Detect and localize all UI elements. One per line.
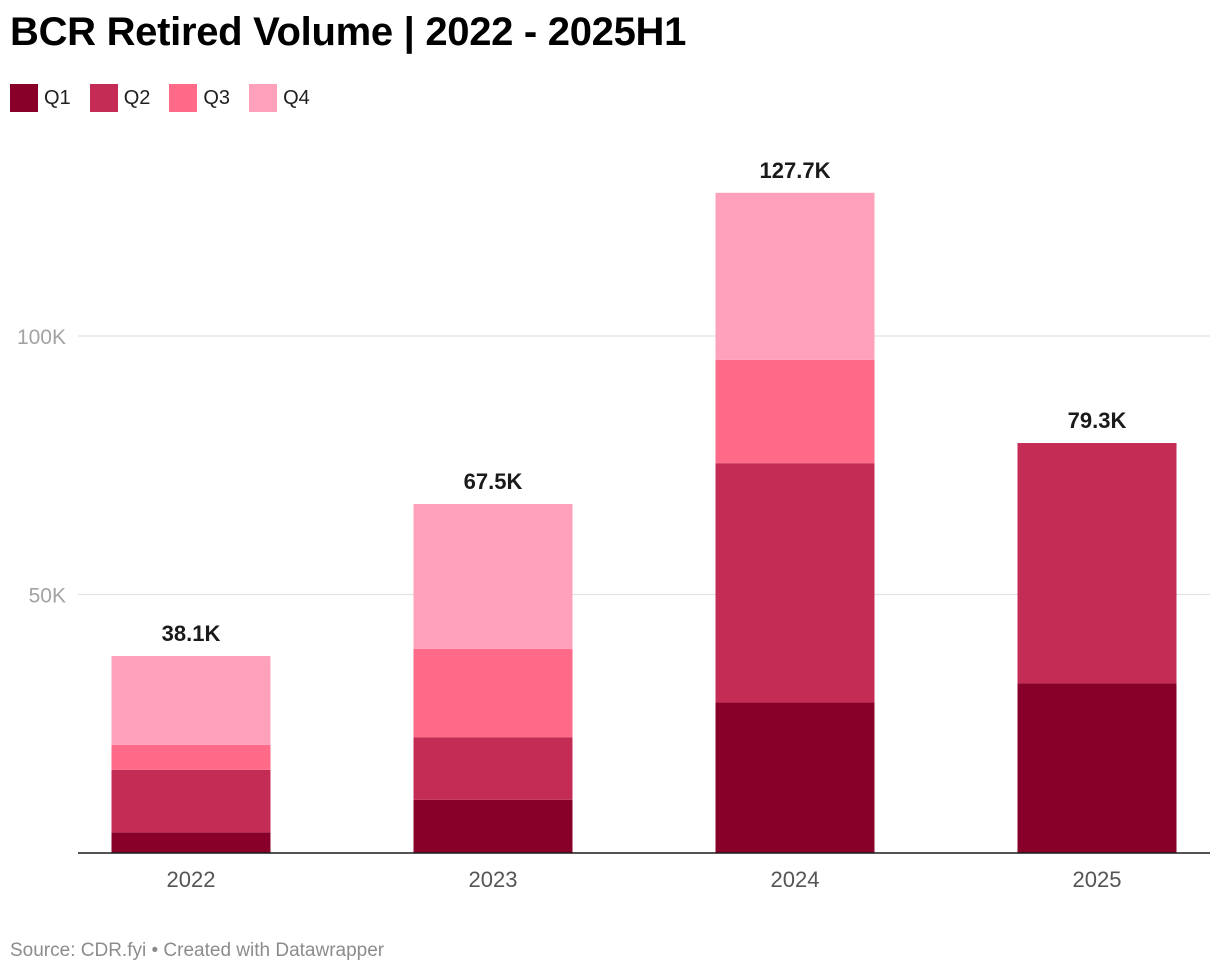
- total-label-2025: 79.3K: [1068, 408, 1127, 433]
- total-label-2024: 127.7K: [760, 158, 831, 183]
- bar-segment-2024-q2: [715, 463, 875, 703]
- y-tick-label: 50K: [29, 585, 66, 608]
- legend-item-q1: Q1: [10, 84, 71, 112]
- total-label-2022: 38.1K: [162, 621, 221, 646]
- bar-segment-2025-q1: [1017, 683, 1177, 853]
- legend-item-q3: Q3: [169, 84, 230, 112]
- legend-swatch-q3: [169, 84, 198, 112]
- legend-swatch-q1: [10, 84, 38, 112]
- chart-legend: Q1 Q2 Q3 Q4: [10, 84, 329, 112]
- y-tick-label: 100K: [17, 326, 66, 349]
- source-note: Source: CDR.fyi • Created with Datawrapp…: [10, 940, 385, 961]
- chart-plot-area: 50K 100K 38.1K 2022 67.5K 2023 127.7K 2024 79.3K…: [17, 158, 1210, 892]
- legend-swatch-q4: [249, 84, 278, 112]
- bar-segment-2022-q2: [111, 769, 271, 833]
- bar-segment-2023-q4: [413, 504, 573, 649]
- bar-segment-2023-q2: [413, 737, 573, 800]
- bar-segment-2024-q3: [715, 359, 875, 464]
- x-tick-label-2023: 2023: [469, 867, 518, 892]
- bar-segment-2022-q4: [111, 656, 271, 745]
- bar-segment-2022-q1: [111, 832, 271, 853]
- legend-label-q1: Q1: [44, 86, 71, 109]
- bar-segment-2025-q2: [1017, 443, 1177, 684]
- chart-title: BCR Retired Volume | 2022 - 2025H1: [10, 10, 687, 54]
- x-tick-label-2024: 2024: [771, 867, 820, 892]
- bar-segment-2023-q3: [413, 648, 573, 738]
- legend-label-q3: Q3: [203, 86, 231, 109]
- x-tick-label-2022: 2022: [167, 867, 216, 892]
- legend-item-q2: Q2: [89, 84, 151, 112]
- legend-label-q2: Q2: [123, 86, 151, 109]
- legend-swatch-q2: [89, 84, 118, 112]
- bar-segment-2023-q1: [413, 799, 573, 853]
- x-tick-label-2025: 2025: [1073, 867, 1122, 892]
- bar-segment-2024-q1: [715, 702, 875, 853]
- legend-label-q4: Q4: [283, 86, 310, 109]
- total-label-2023: 67.5K: [464, 469, 523, 494]
- bar-segment-2022-q3: [111, 744, 271, 770]
- bar-segment-2024-q4: [715, 192, 875, 360]
- legend-item-q4: Q4: [249, 84, 310, 112]
